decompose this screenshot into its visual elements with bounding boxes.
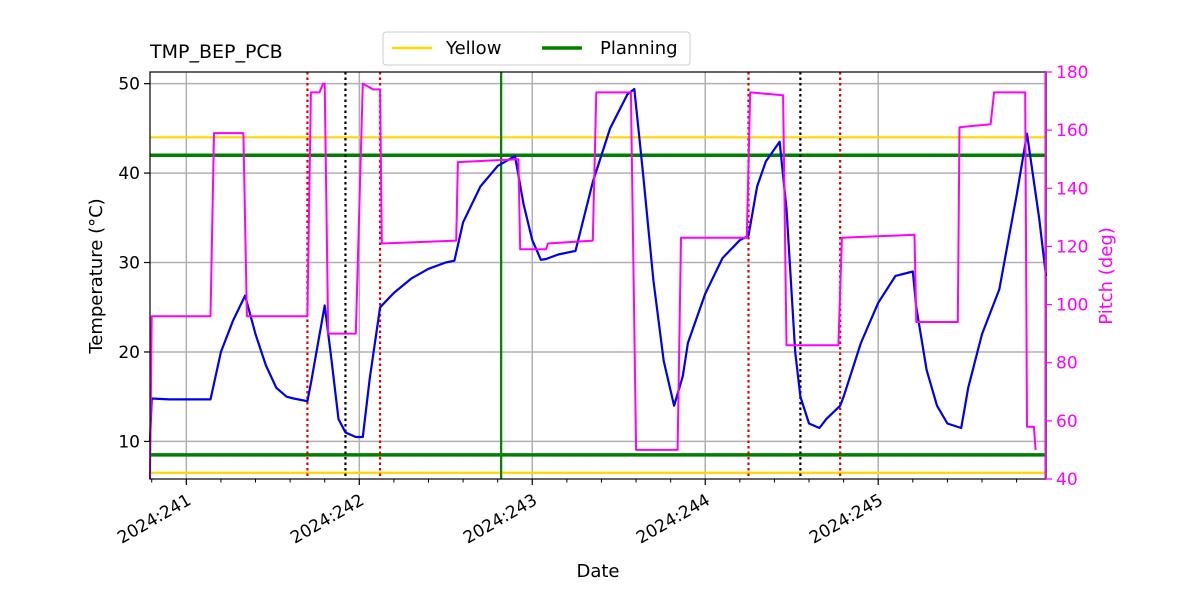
series-line-pitch (149, 82, 1037, 480)
x-tick-label: 2024:245 (806, 490, 887, 548)
right-axis-spine (1044, 72, 1046, 479)
y-tick-label: 40 (118, 164, 140, 184)
x-tick-label: 2024:244 (633, 490, 714, 548)
y-axis-label: Temperature (°C) (86, 198, 107, 354)
legend-box (382, 31, 691, 66)
y2-tick-label: 60 (1056, 412, 1078, 432)
y2-axis-label: Pitch (deg) (1096, 227, 1117, 325)
series-line-temperature (148, 87, 1048, 442)
y-tick-label: 50 (118, 75, 140, 95)
plot-frame (149, 71, 1047, 480)
y2-tick-label: 120 (1056, 237, 1088, 257)
y2-tick-label: 140 (1056, 179, 1088, 199)
legend: Yellow Planning (382, 31, 691, 66)
y2-tick-label: 100 (1056, 296, 1088, 316)
x-tick-label: 2024:242 (287, 490, 368, 548)
x-tick-label: 2024:243 (460, 490, 541, 548)
legend-label-yellow: Yellow (445, 38, 501, 59)
y-tick-label: 10 (118, 432, 140, 452)
y2-tick-label: 80 (1056, 354, 1078, 374)
legend-label-planning: Planning (600, 38, 678, 59)
y2-tick-label: 180 (1056, 63, 1088, 83)
y2-tick-label: 40 (1056, 470, 1078, 490)
x-axis-label: Date (576, 561, 619, 582)
chart-title: TMP_BEP_PCB (149, 41, 283, 63)
y-tick-label: 30 (118, 254, 140, 274)
y2-tick-label: 160 (1056, 121, 1088, 141)
x-tick-label: 2024:241 (114, 490, 195, 548)
y-tick-label: 20 (118, 343, 140, 363)
